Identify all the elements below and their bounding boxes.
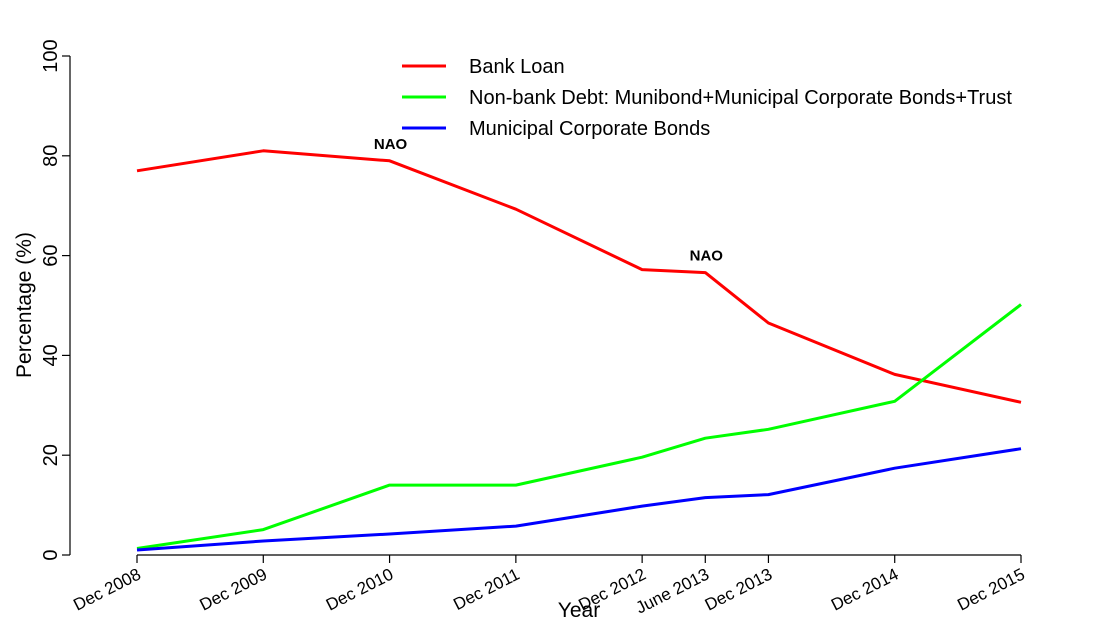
- x-ticks: Dec 2008 Dec 2009 Dec 2010 Dec 2011 Dec 2012…: [70, 555, 1028, 618]
- legend: Bank Loan Non-bank Debt: Munibond+Municip…: [402, 56, 1012, 140]
- annotation-label: NAO: [374, 136, 408, 153]
- x-axis-title: Year: [558, 599, 600, 622]
- legend-label: Municipal Corporate Bonds: [469, 118, 710, 140]
- y-tick-label: 20: [40, 444, 62, 466]
- x-tick-label: Dec 2008: [70, 565, 143, 615]
- y-axis-title: Percentage (%): [13, 232, 36, 378]
- y-tick-label: 80: [40, 145, 62, 167]
- x-tick-label: Dec 2015: [954, 565, 1027, 615]
- y-tick-label: 100: [40, 39, 62, 72]
- annotations: NAO NAO: [374, 136, 723, 265]
- x-tick-label: Dec 2014: [828, 565, 901, 615]
- annotation-label: NAO: [690, 248, 724, 265]
- x-tick-label: Dec 2013: [702, 565, 775, 615]
- y-ticks: 0 20 40 60 80 100: [40, 39, 70, 561]
- series-lines: [136, 149, 1022, 552]
- legend-label: Non-bank Debt: Munibond+Municipal Corpor…: [469, 87, 1012, 109]
- x-tick-label: June 2013: [633, 565, 712, 618]
- y-tick-label: 60: [40, 244, 62, 266]
- x-tick-label: Dec 2011: [450, 565, 522, 614]
- series-line: [136, 303, 1022, 550]
- series-line: [136, 149, 1022, 404]
- legend-label: Bank Loan: [469, 56, 565, 78]
- x-tick-label: Dec 2009: [197, 565, 270, 615]
- y-tick-label: 40: [40, 344, 62, 366]
- x-tick-label: Dec 2010: [323, 565, 396, 615]
- series-line: [136, 447, 1022, 552]
- y-tick-label: 0: [40, 549, 62, 560]
